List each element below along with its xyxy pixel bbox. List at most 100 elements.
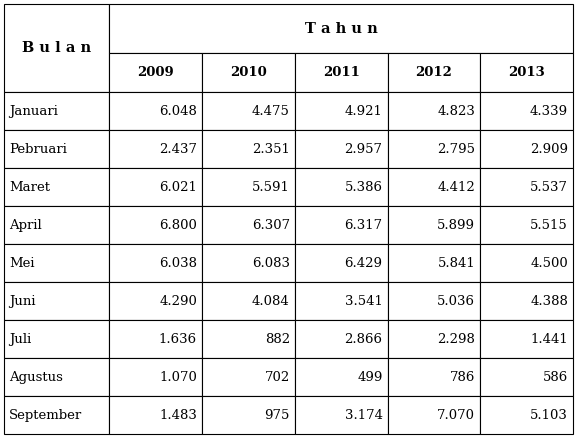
Text: 2011: 2011: [323, 66, 359, 79]
Text: 2.795: 2.795: [437, 143, 475, 155]
Text: 4.290: 4.290: [159, 295, 197, 307]
Text: April: April: [9, 219, 42, 232]
Text: 5.103: 5.103: [530, 409, 568, 421]
Text: 4.388: 4.388: [530, 295, 568, 307]
Text: B u l a n: B u l a n: [22, 41, 91, 55]
Text: 5.386: 5.386: [344, 180, 383, 194]
Bar: [295, 53, 388, 92]
Bar: [388, 358, 480, 396]
Text: 2013: 2013: [508, 66, 545, 79]
Bar: [480, 92, 573, 130]
Text: 6.800: 6.800: [159, 219, 197, 232]
Text: 5.515: 5.515: [530, 219, 568, 232]
Bar: [388, 92, 480, 130]
Bar: [388, 130, 480, 168]
Text: 5.841: 5.841: [437, 257, 475, 269]
Bar: [480, 358, 573, 396]
Bar: [388, 396, 480, 434]
Bar: [295, 320, 388, 358]
Bar: [480, 206, 573, 244]
Text: 3.174: 3.174: [344, 409, 383, 421]
Bar: [480, 168, 573, 206]
Bar: [109, 4, 573, 53]
Bar: [388, 53, 480, 92]
Text: Mei: Mei: [9, 257, 35, 269]
Text: 702: 702: [264, 371, 290, 384]
Text: 786: 786: [450, 371, 475, 384]
Bar: [109, 244, 202, 282]
Text: 2012: 2012: [415, 66, 452, 79]
Text: 2.437: 2.437: [159, 143, 197, 155]
Bar: [295, 130, 388, 168]
Text: 586: 586: [543, 371, 568, 384]
Text: 5.537: 5.537: [530, 180, 568, 194]
Bar: [4, 244, 109, 282]
Bar: [480, 130, 573, 168]
Bar: [295, 282, 388, 320]
Bar: [295, 358, 388, 396]
Text: 6.083: 6.083: [252, 257, 290, 269]
Bar: [4, 282, 109, 320]
Text: 882: 882: [265, 332, 290, 346]
Text: 2.351: 2.351: [252, 143, 290, 155]
Text: 1.636: 1.636: [159, 332, 197, 346]
Bar: [4, 4, 109, 92]
Text: 2009: 2009: [137, 66, 174, 79]
Text: 7.070: 7.070: [437, 409, 475, 421]
Text: 2.957: 2.957: [344, 143, 383, 155]
Bar: [202, 92, 295, 130]
Bar: [388, 244, 480, 282]
Bar: [109, 320, 202, 358]
Bar: [202, 168, 295, 206]
Bar: [109, 130, 202, 168]
Text: 5.036: 5.036: [437, 295, 475, 307]
Text: 6.021: 6.021: [159, 180, 197, 194]
Text: September: September: [9, 409, 83, 421]
Bar: [109, 92, 202, 130]
Text: 4.823: 4.823: [437, 105, 475, 118]
Bar: [295, 244, 388, 282]
Text: 1.070: 1.070: [159, 371, 197, 384]
Bar: [295, 92, 388, 130]
Text: 3.541: 3.541: [344, 295, 383, 307]
Text: 4.921: 4.921: [344, 105, 383, 118]
Bar: [480, 244, 573, 282]
Bar: [109, 53, 202, 92]
Bar: [202, 396, 295, 434]
Text: Juni: Juni: [9, 295, 36, 307]
Text: 5.899: 5.899: [437, 219, 475, 232]
Bar: [202, 244, 295, 282]
Bar: [388, 282, 480, 320]
Bar: [202, 282, 295, 320]
Bar: [388, 168, 480, 206]
Bar: [109, 282, 202, 320]
Text: Januari: Januari: [9, 105, 58, 118]
Bar: [4, 320, 109, 358]
Bar: [295, 168, 388, 206]
Text: 2.909: 2.909: [530, 143, 568, 155]
Text: 975: 975: [264, 409, 290, 421]
Text: 4.475: 4.475: [252, 105, 290, 118]
Bar: [202, 320, 295, 358]
Text: 6.307: 6.307: [252, 219, 290, 232]
Text: 6.048: 6.048: [159, 105, 197, 118]
Text: 1.483: 1.483: [159, 409, 197, 421]
Text: 4.339: 4.339: [530, 105, 568, 118]
Text: 499: 499: [357, 371, 383, 384]
Text: 5.591: 5.591: [252, 180, 290, 194]
Bar: [202, 358, 295, 396]
Text: 2.298: 2.298: [437, 332, 475, 346]
Bar: [4, 358, 109, 396]
Text: 6.429: 6.429: [344, 257, 383, 269]
Text: Pebruari: Pebruari: [9, 143, 67, 155]
Bar: [4, 168, 109, 206]
Text: 2010: 2010: [230, 66, 267, 79]
Text: 4.412: 4.412: [437, 180, 475, 194]
Bar: [480, 396, 573, 434]
Bar: [109, 358, 202, 396]
Bar: [4, 130, 109, 168]
Text: 4.084: 4.084: [252, 295, 290, 307]
Bar: [4, 92, 109, 130]
Text: 1.441: 1.441: [530, 332, 568, 346]
Bar: [480, 53, 573, 92]
